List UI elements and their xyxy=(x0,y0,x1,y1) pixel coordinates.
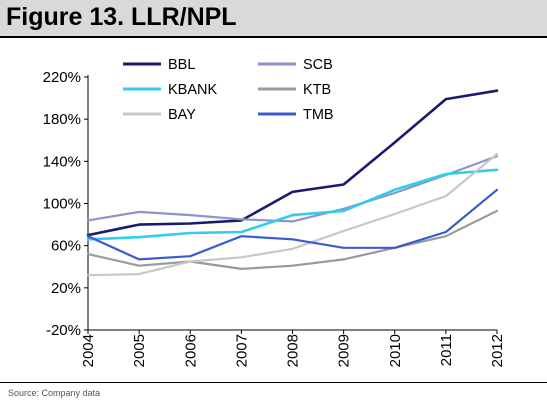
legend-label-tmb: TMB xyxy=(303,107,334,123)
series-line-tmb xyxy=(86,188,499,261)
y-tick-label: -20% xyxy=(46,322,81,339)
series-line-ktb xyxy=(86,209,499,270)
x-tick-label: 2009 xyxy=(336,334,353,367)
x-tick-label: 2012 xyxy=(489,334,506,367)
y-tick-label: 100% xyxy=(43,196,81,213)
x-tick-label: 2007 xyxy=(233,334,250,367)
title-divider xyxy=(0,36,547,38)
series-line-scb xyxy=(86,154,499,223)
y-tick-label: 140% xyxy=(43,153,81,170)
legend-label-scb: SCB xyxy=(303,57,333,73)
x-tick-label: 2005 xyxy=(131,334,148,367)
source-note: Source: Company data xyxy=(8,388,101,398)
figure-header-band xyxy=(0,0,547,36)
y-tick-label: 180% xyxy=(43,111,81,128)
y-tick-label: 220% xyxy=(43,69,81,86)
series-line-bay xyxy=(86,152,499,277)
series-line-bbl xyxy=(86,89,499,237)
y-tick-label: 60% xyxy=(51,238,81,255)
x-tick-label: 2011 xyxy=(438,334,455,366)
legend-label-bbl: BBL xyxy=(168,57,195,73)
x-tick-label: 2006 xyxy=(182,334,199,367)
footer-divider xyxy=(0,382,547,383)
y-tick-label: 20% xyxy=(51,280,81,297)
legend-label-bay: BAY xyxy=(168,107,196,123)
legend-label-ktb: KTB xyxy=(303,82,331,98)
series-line-kbank xyxy=(86,168,499,241)
line-chart: -20% 20% 60% 100% 140% 180% 220% 2004 2005 2006 20… xyxy=(43,57,506,367)
x-tick-label: 2008 xyxy=(285,334,302,367)
x-tick-label: 2010 xyxy=(387,334,404,367)
figure-title: Figure 13. LLR/NPL xyxy=(6,3,237,31)
x-tick-label: 2004 xyxy=(80,334,97,367)
legend-label-kbank: KBANK xyxy=(168,82,217,98)
